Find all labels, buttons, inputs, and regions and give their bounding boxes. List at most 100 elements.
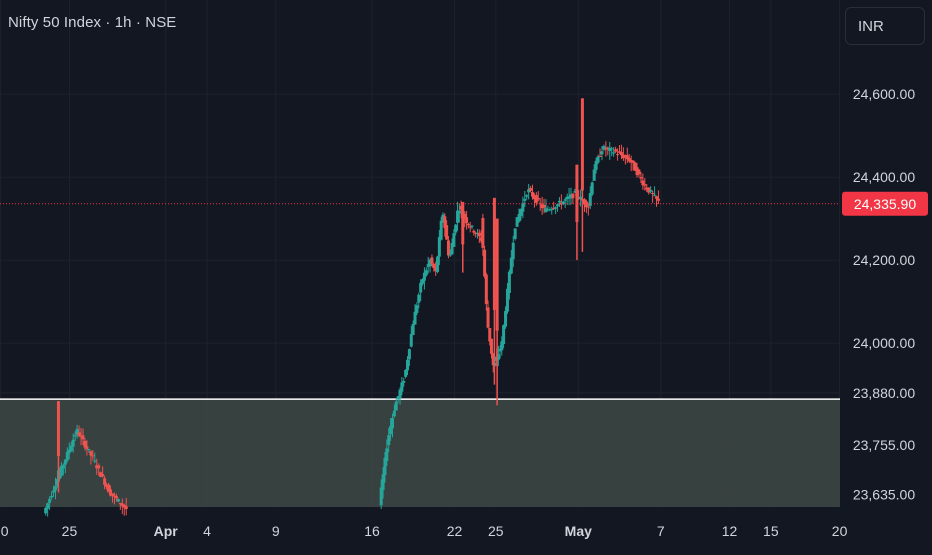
chart-title: Nifty 50 Index · 1h · NSE — [8, 14, 177, 31]
candle-body — [417, 294, 421, 303]
candle-body — [573, 191, 577, 193]
candle-spike-body — [56, 401, 60, 456]
candle-body — [120, 503, 124, 506]
x-tick-label: 20 — [832, 523, 848, 539]
candle-body — [116, 498, 120, 502]
candle-body — [561, 201, 565, 204]
candle-body — [489, 338, 493, 354]
candle-body — [437, 236, 441, 257]
candle-body — [546, 209, 550, 211]
candle-body — [415, 305, 419, 313]
candle-body — [579, 196, 583, 200]
y-tick-label: 23,635.00 — [853, 487, 915, 503]
candle-body — [387, 434, 391, 446]
candle-body — [631, 160, 635, 163]
candle-body — [596, 156, 600, 163]
candle-body — [439, 220, 443, 240]
candle-body — [46, 503, 50, 509]
candle-body — [608, 147, 612, 152]
candle-body — [481, 217, 485, 248]
candle-body — [625, 155, 629, 160]
candle-body — [118, 502, 122, 505]
candle-body — [569, 194, 573, 199]
x-tick-label: Apr — [154, 523, 179, 539]
candle-body — [544, 208, 548, 212]
candle-body — [87, 449, 91, 451]
candle-body — [586, 206, 590, 208]
candle-body — [477, 232, 481, 237]
candle-body — [54, 486, 58, 491]
candle-body — [505, 288, 509, 312]
candle-body — [610, 148, 614, 150]
candle-body — [498, 348, 502, 352]
candle-body — [557, 200, 561, 203]
x-tick-label: 7 — [657, 523, 665, 539]
candle-body — [95, 465, 99, 469]
candle-body — [65, 451, 69, 461]
y-tick-label: 24,600.00 — [853, 86, 915, 102]
candle-body — [598, 155, 602, 157]
candle-body — [454, 224, 458, 233]
candle-body — [457, 210, 461, 214]
candle-body — [445, 225, 449, 240]
candle-body — [647, 187, 651, 193]
candle-body — [612, 152, 616, 154]
candle-body — [110, 493, 114, 496]
candle-body — [55, 478, 59, 486]
candle-body — [523, 199, 527, 201]
candle-body — [85, 446, 89, 449]
candle-body — [656, 198, 660, 201]
candle-body — [52, 490, 56, 493]
candle-body — [448, 254, 452, 256]
candle-body — [542, 204, 546, 208]
candle-body — [472, 230, 476, 233]
candle-body — [99, 472, 103, 477]
candle-body — [419, 282, 423, 293]
candle-body — [475, 233, 479, 235]
candle-body — [649, 190, 653, 192]
candle-body — [571, 193, 575, 199]
candle-body — [63, 459, 67, 465]
candle-body — [389, 426, 393, 435]
candle-body — [381, 474, 385, 491]
candle-body — [532, 196, 536, 200]
candle-body — [633, 162, 637, 171]
candle-body — [577, 197, 581, 199]
candle-body — [590, 182, 594, 195]
candle-body — [89, 451, 93, 456]
candle-body — [550, 209, 554, 211]
candle-body — [645, 187, 649, 190]
candle-body — [519, 209, 523, 216]
x-tick-label: 25 — [488, 523, 504, 539]
candle-body — [483, 249, 487, 277]
x-tick-label: 16 — [364, 523, 380, 539]
candle-body — [517, 214, 521, 222]
candle-body — [500, 341, 504, 351]
candle-body — [614, 149, 618, 152]
candle-body — [474, 232, 478, 234]
candle-body — [396, 396, 400, 400]
candle-body — [443, 216, 447, 228]
candle-body — [491, 353, 495, 366]
candle-body — [452, 233, 456, 247]
candle-body — [639, 176, 643, 179]
y-tick-label: 24,400.00 — [853, 169, 915, 185]
currency-button[interactable]: INR — [845, 7, 925, 45]
candle-body — [450, 243, 454, 255]
candle-body — [616, 154, 620, 156]
candle-body — [411, 323, 415, 335]
x-tick-label: 9 — [272, 523, 280, 539]
x-tick-label: 22 — [447, 523, 463, 539]
candle-spike-body — [580, 98, 584, 191]
candle-body — [385, 448, 389, 462]
candle-body — [588, 193, 592, 206]
candle-body — [637, 169, 641, 175]
candle-body — [101, 474, 105, 477]
candle-body — [635, 167, 639, 176]
candle-body — [44, 507, 48, 514]
y-tick-label: 24,000.00 — [853, 335, 915, 351]
candle-body — [50, 495, 54, 498]
candle-body — [73, 435, 77, 437]
